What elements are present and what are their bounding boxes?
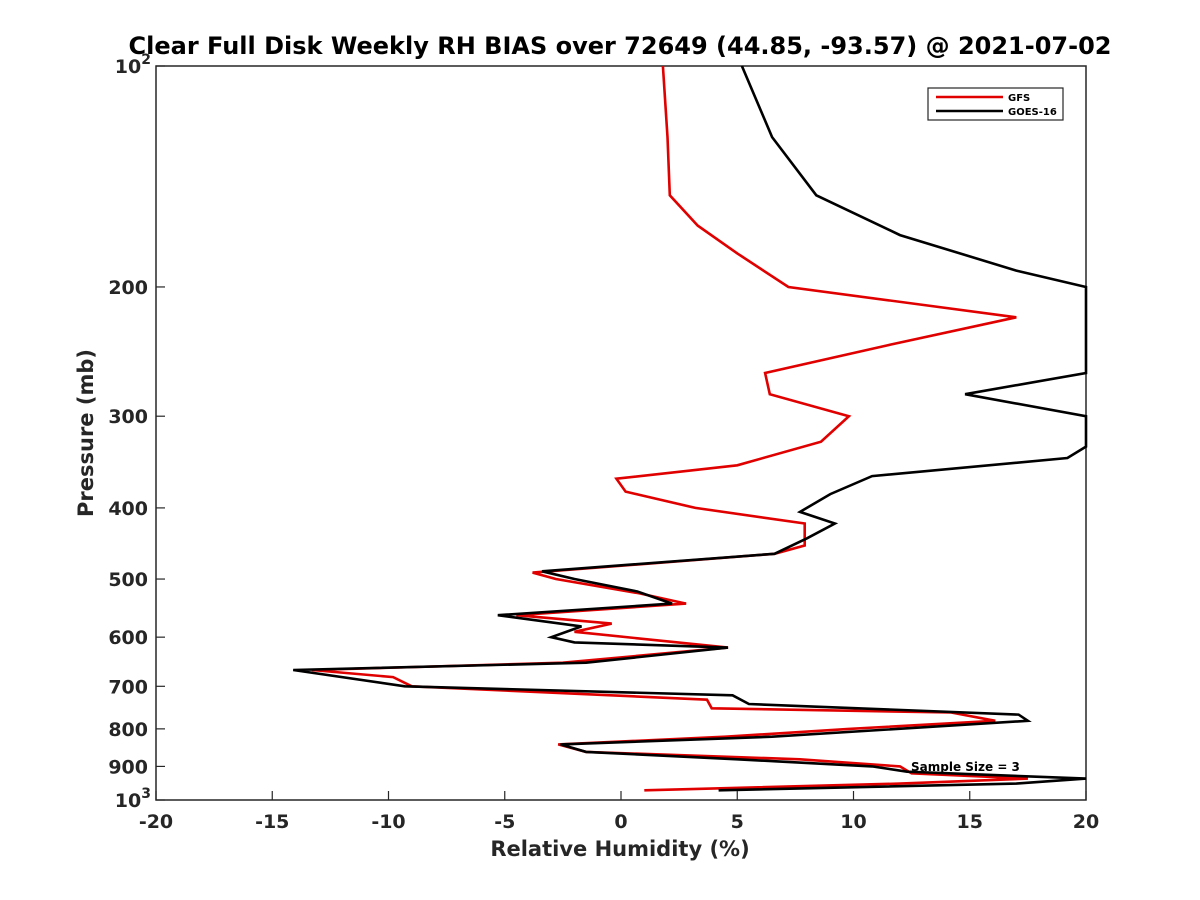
y-tick-label: 600	[108, 627, 148, 649]
y-tick-label: 900	[108, 756, 148, 778]
series-line-goes16	[293, 65, 1088, 792]
y-tick-label: 300	[108, 406, 148, 428]
y-axis-label: Pressure (mb)	[74, 349, 98, 517]
x-tick-label: 5	[731, 811, 744, 833]
sample-size-annotation: Sample Size = 3	[911, 760, 1020, 774]
y-axis-ticks: 102 200 300 400 500 600 700 800 900 103	[108, 52, 165, 812]
chart-title: Clear Full Disk Weekly RH BIAS over 7264…	[129, 32, 1112, 60]
x-tick-label: 15	[957, 811, 983, 833]
plot-area: -20 -15 -10 -5 0 5 10 15 20 102 200 300 400 500 600 70…	[108, 52, 1099, 833]
x-tick-label: -15	[255, 811, 289, 833]
x-tick-label: 20	[1073, 811, 1099, 833]
y-tick-label: 200	[108, 277, 148, 299]
x-axis-ticks: -20 -15 -10 -5 0 5 10 15 20	[139, 791, 1099, 833]
x-tick-label: 0	[614, 811, 627, 833]
y-tick-label: 700	[108, 676, 148, 698]
legend: GFS GOES-16	[927, 87, 1064, 121]
legend-label-goes16: GOES-16	[1008, 107, 1057, 118]
x-tick-label: -20	[139, 811, 173, 833]
y-tick-label: 500	[108, 569, 148, 591]
x-tick-label: -10	[371, 811, 405, 833]
series-layer	[293, 65, 1088, 792]
x-axis-label: Relative Humidity (%)	[490, 837, 749, 861]
legend-box	[927, 87, 1064, 121]
y-tick-label: 800	[108, 719, 148, 741]
y-tick-label: 400	[108, 498, 148, 520]
legend-label-gfs: GFS	[1008, 93, 1030, 104]
x-tick-label: 10	[840, 811, 866, 833]
y-tick-label: 102	[115, 52, 151, 78]
y-tick-label: 103	[115, 786, 151, 812]
x-tick-label: -5	[494, 811, 515, 833]
